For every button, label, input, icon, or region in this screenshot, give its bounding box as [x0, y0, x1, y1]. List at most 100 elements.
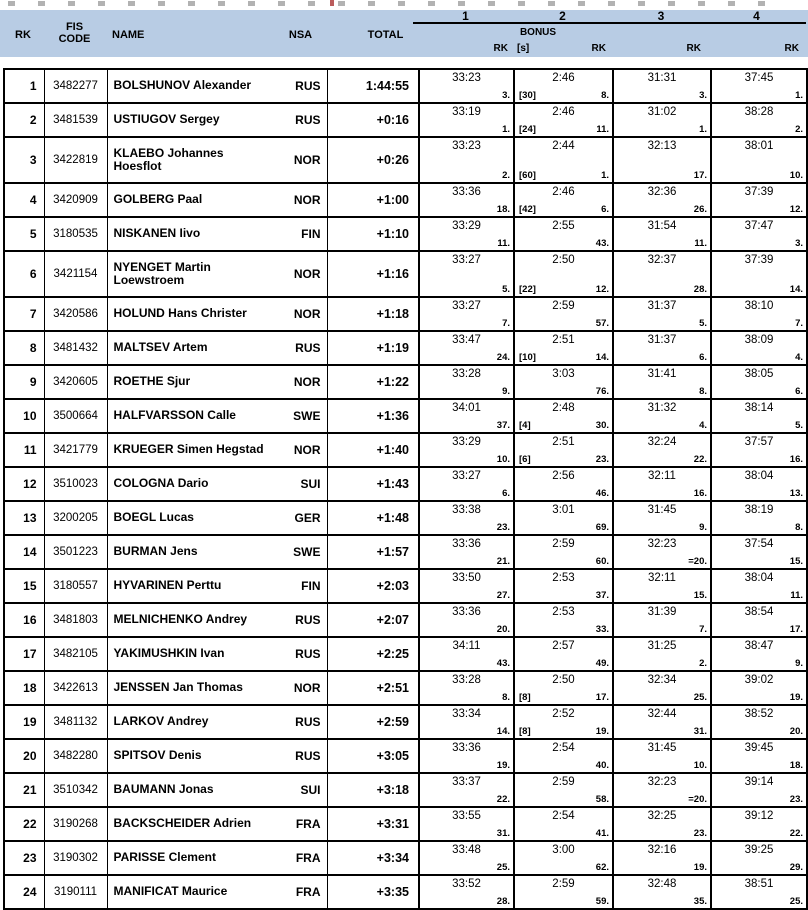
section-time: 33:36 [452, 538, 481, 550]
section-rank: 30. [595, 420, 609, 431]
name-cell: SPITSOV Denis RUS [106, 738, 328, 774]
athlete-name: BOLSHUNOV Alexander [113, 78, 252, 93]
bonus-seconds: [8] [519, 692, 531, 703]
section-time: 32:23 [647, 776, 677, 788]
header-rk-sub-1: RK [493, 43, 508, 54]
name-cell: BURMAN Jens SWE [106, 534, 328, 570]
section-rank: 12. [595, 284, 609, 295]
table-row: 19 3481132 LARKOV Andrey RUS +2:59 33:34 14. 2:… [3, 704, 808, 740]
section-cell-4: 37:54 15. [710, 534, 808, 570]
total-cell: +1:57 [326, 534, 420, 570]
total-cell: +3:34 [326, 840, 420, 876]
section-cell-4: 38:28 2. [710, 102, 808, 138]
fis-code-cell: 3180557 [43, 568, 108, 604]
section-cell-3: 32:48 35. [612, 874, 712, 910]
section-cell-4: 38:04 13. [710, 466, 808, 502]
table-row: 22 3190268 BACKSCHEIDER Adrien FRA +3:31 33:5… [3, 806, 808, 842]
total-cell: +2:51 [326, 670, 420, 706]
nsa-code: NOR [293, 443, 321, 457]
section-cell-3: 31:41 8. [612, 364, 712, 400]
section-time: 39:14 [744, 776, 774, 788]
section-rank: 6. [601, 204, 609, 215]
section-cell-2: 2:57 49. [513, 636, 614, 672]
total-cell: +2:25 [326, 636, 420, 672]
athlete-name: MALTSEV Artem [113, 340, 208, 355]
athlete-name: SPITSOV Denis [113, 748, 202, 763]
section-rank: 25. [693, 692, 707, 703]
section-cell-2: 2:51 [6] 23. [513, 432, 614, 468]
table-row: 16 3481803 MELNICHENKO Andrey RUS +2:07 33:36… [3, 602, 808, 638]
section-cell-1: 33:27 7. [418, 296, 515, 332]
section-time: 39:02 [744, 674, 774, 686]
fis-code-cell: 3501223 [43, 534, 108, 570]
section-cell-3: 32:44 31. [612, 704, 712, 740]
name-cell: KRUEGER Simen Hegstad NOR [106, 432, 328, 468]
section-time: 2:50 [552, 674, 575, 686]
section-cell-4: 38:52 20. [710, 704, 808, 740]
total-cell: +1:48 [326, 500, 420, 536]
section-cell-2: 2:53 33. [513, 602, 614, 638]
rank-cell: 1 [3, 68, 45, 104]
total-cell: +1:43 [326, 466, 420, 502]
section-cell-3: 32:25 23. [612, 806, 712, 842]
nsa-code: NOR [293, 153, 321, 167]
fis-code-cell: 3421779 [43, 432, 108, 468]
section-cell-4: 37:39 14. [710, 250, 808, 298]
name-cell: HYVARINEN Perttu FIN [106, 568, 328, 604]
athlete-name: MANIFICAT Maurice [113, 884, 228, 899]
section-cell-4: 38:04 11. [710, 568, 808, 604]
section-time: 2:50 [552, 254, 575, 266]
section-time: 34:01 [452, 402, 481, 414]
section-rank: 24. [496, 352, 510, 363]
table-row: 21 3510342 BAUMANN Jonas SUI +3:18 33:37 22. 2:… [3, 772, 808, 808]
nsa-code: NOR [293, 267, 321, 281]
athlete-name: BURMAN Jens [113, 544, 198, 559]
section-time: 2:57 [552, 640, 575, 652]
section-rank: 22. [789, 828, 803, 839]
fis-code-cell: 3190111 [43, 874, 108, 910]
section-time: 31:32 [647, 402, 677, 414]
section-cell-1: 33:50 27. [418, 568, 515, 604]
section-rank: 76. [595, 386, 609, 397]
section-rank: 17. [789, 624, 803, 635]
fis-code-cell: 3510023 [43, 466, 108, 502]
fis-code-cell: 3420909 [43, 182, 108, 218]
section-cell-4: 38:54 17. [710, 602, 808, 638]
section-rank: 57. [595, 318, 609, 329]
section-time: 38:52 [744, 708, 774, 720]
section-rank: 62. [595, 862, 609, 873]
section-rank: 19. [496, 760, 510, 771]
section-time: 3:01 [552, 504, 575, 516]
section-cell-4: 39:45 18. [710, 738, 808, 774]
athlete-name: BACKSCHEIDER Adrien [113, 816, 252, 831]
section-time: 2:59 [552, 878, 575, 890]
header-section-4: 4 [753, 9, 760, 23]
section-rank: 9. [795, 658, 803, 669]
section-rank: 15. [693, 590, 707, 601]
section-cell-2: 2:59 59. [513, 874, 614, 910]
bonus-seconds: [8] [519, 726, 531, 737]
rank-cell: 15 [3, 568, 45, 604]
section-rank: 7. [502, 318, 510, 329]
section-time: 2:48 [552, 402, 575, 414]
section-cell-1: 33:27 5. [418, 250, 515, 298]
section-time: 32:34 [647, 674, 677, 686]
section-time: 38:19 [744, 504, 774, 516]
athlete-name: KLAEBO Johannes Hoesflot [113, 145, 224, 173]
section-rank: 26. [693, 204, 707, 215]
section-rank: 19. [789, 692, 803, 703]
athlete-name: BAUMANN Jonas [113, 782, 214, 797]
section-time: 32:13 [647, 140, 677, 152]
rank-cell: 3 [3, 136, 45, 184]
rank-cell: 11 [3, 432, 45, 468]
section-cell-2: 2:59 57. [513, 296, 614, 332]
athlete-name: PARISSE Clement [113, 850, 216, 865]
fis-code-cell: 3421154 [43, 250, 108, 298]
section-time: 32:44 [647, 708, 677, 720]
section-rank: 37. [496, 420, 510, 431]
section-rank: 14. [496, 726, 510, 737]
rank-cell: 19 [3, 704, 45, 740]
header-total: TOTAL [367, 29, 404, 41]
athlete-name: HALFVARSSON Calle [113, 408, 236, 423]
rank-cell: 24 [3, 874, 45, 910]
